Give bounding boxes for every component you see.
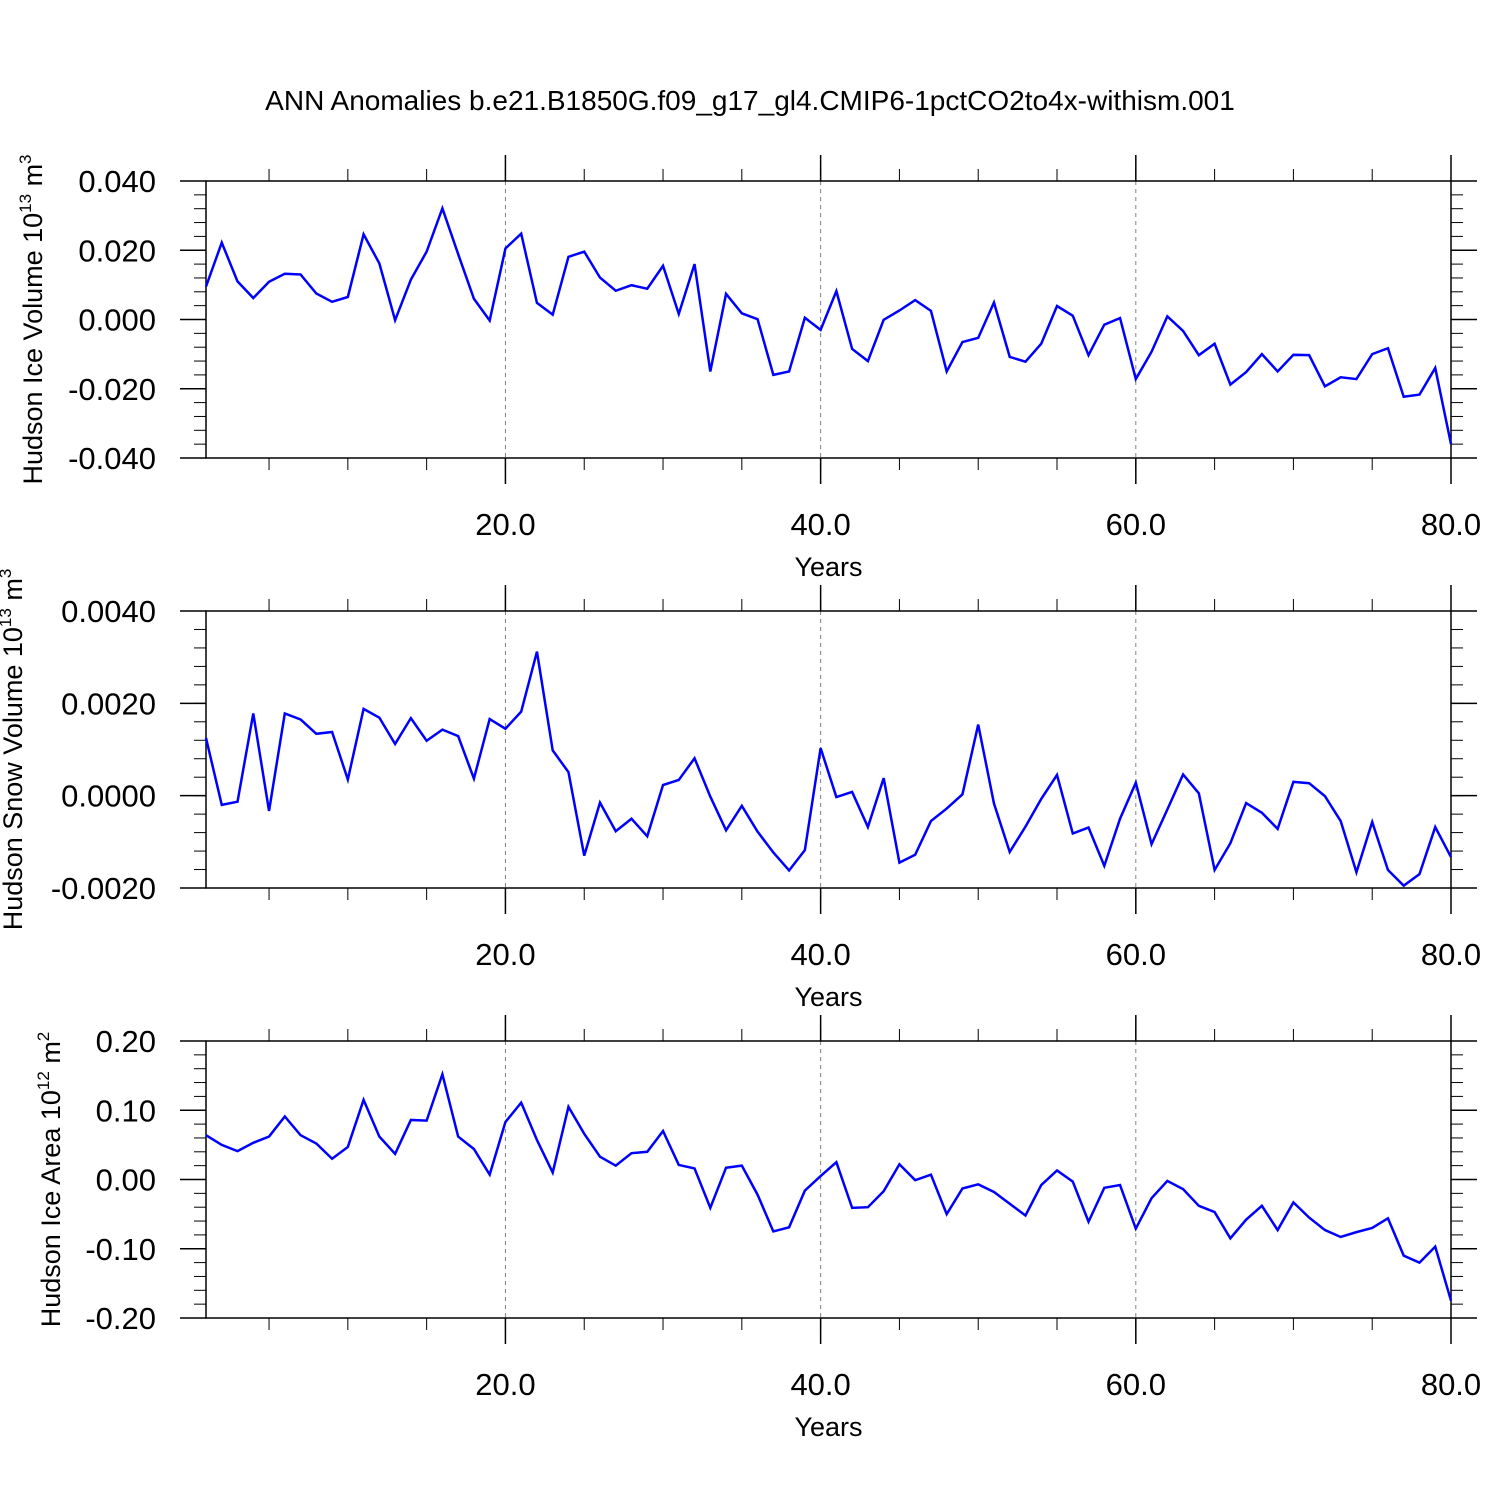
figure-title: ANN Anomalies b.e21.B1850G.f09_g17_gl4.C… xyxy=(265,85,1235,116)
series-line xyxy=(204,204,1453,445)
y-tick-label: 0.00 xyxy=(96,1163,156,1198)
y-tick-label: 0.040 xyxy=(78,164,156,199)
y-tick-label: 0.000 xyxy=(78,303,156,338)
chart-panel-3: -0.20 -0.10 0.00 0.10 0.20 20.0 40.0 60.0 80.0 Ye… xyxy=(34,1015,1481,1442)
series-line xyxy=(204,651,1453,888)
y-axis-label: Hudson Ice Area 1012 m2 xyxy=(34,1032,66,1328)
y-tick-label: 0.10 xyxy=(96,1093,156,1128)
x-tick-label: 60.0 xyxy=(1106,937,1166,972)
y-tick-label: -0.020 xyxy=(68,372,156,407)
x-tick-label: 20.0 xyxy=(475,1367,535,1402)
x-tick-label: 20.0 xyxy=(475,507,535,542)
x-tick-label: 80.0 xyxy=(1421,1367,1481,1402)
y-tick-label: 0.0040 xyxy=(61,594,156,629)
y-tick-label: 0.020 xyxy=(78,233,156,268)
y-tick-label: 0.0000 xyxy=(61,779,156,814)
y-tick-label: -0.0020 xyxy=(51,871,156,906)
x-tick-label: 40.0 xyxy=(790,1367,850,1402)
x-tick-label: 40.0 xyxy=(790,507,850,542)
x-axis-label: Years xyxy=(794,1412,862,1442)
series-line xyxy=(205,1069,1453,1302)
x-tick-label: 80.0 xyxy=(1421,507,1481,542)
chart-panel-2: -0.0020 0.0000 0.0020 0.0040 20.0 40.0 60.0 80.… xyxy=(0,569,1481,1012)
x-axis-label: Years xyxy=(794,552,862,582)
x-axis-label: Years xyxy=(794,982,862,1012)
y-axis-label: Hudson Ice Volume 1013 m3 xyxy=(16,154,48,484)
x-tick-label: 60.0 xyxy=(1106,507,1166,542)
y-tick-label: 0.20 xyxy=(96,1024,156,1059)
y-tick-label: -0.040 xyxy=(68,441,156,476)
plot-frame xyxy=(205,610,1452,889)
chart-panel-1: -0.040 -0.020 0.000 0.020 0.040 20.0 40.0 60.0 8… xyxy=(16,154,1481,582)
x-tick-label: 60.0 xyxy=(1106,1367,1166,1402)
x-tick-label: 80.0 xyxy=(1421,937,1481,972)
y-tick-label: -0.10 xyxy=(85,1232,156,1267)
y-tick-label: 0.0020 xyxy=(61,686,156,721)
y-tick-label: -0.20 xyxy=(85,1301,156,1336)
y-axis-label: Hudson Snow Volume 1013 m3 xyxy=(0,569,28,931)
x-tick-label: 20.0 xyxy=(475,937,535,972)
x-tick-label: 40.0 xyxy=(790,937,850,972)
